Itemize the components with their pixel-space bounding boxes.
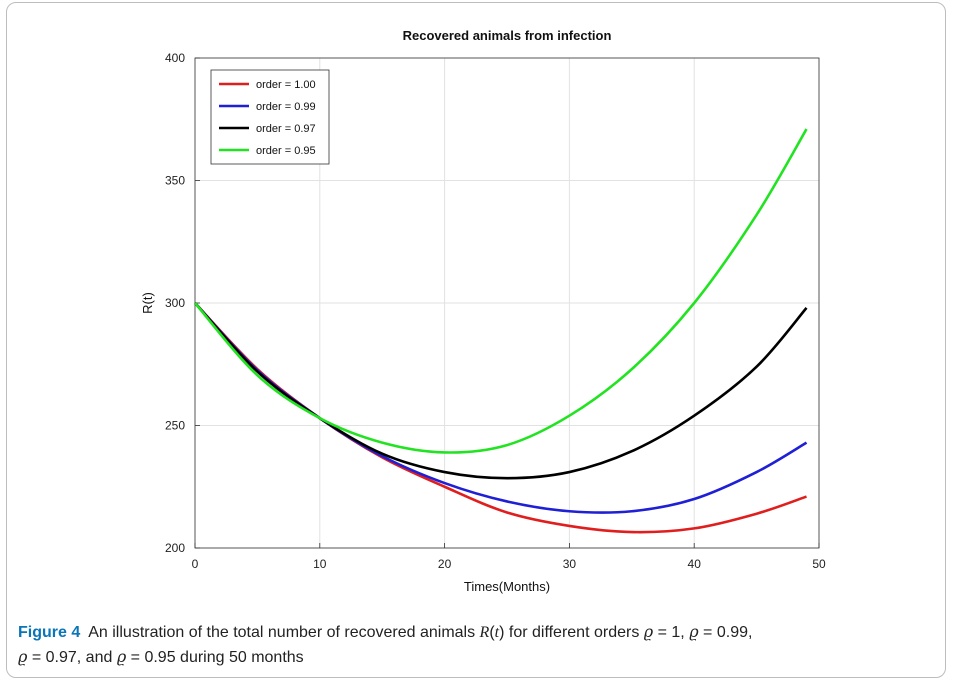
caption-text: for different orders — [504, 624, 644, 641]
y-tick-label: 300 — [165, 296, 185, 310]
figure-caption: Figure 4 An illustration of the total num… — [18, 622, 753, 666]
caption-rho: ϱ — [643, 622, 654, 641]
series-line-order-0-99 — [194, 302, 808, 514]
y-axis-label: R(t) — [140, 292, 155, 314]
caption-r: R — [479, 624, 490, 641]
caption-t: t — [494, 624, 500, 641]
caption-rho: ϱ — [116, 647, 127, 666]
caption-text: = 0.95 during 50 months — [126, 649, 304, 666]
series-line-order-1-00 — [194, 302, 807, 534]
series-line-order-0-95 — [194, 128, 808, 454]
caption-rho: ϱ — [689, 622, 699, 641]
caption-rho: ϱ — [18, 647, 28, 666]
chart-title: Recovered animals from infection — [403, 28, 612, 43]
y-tick-label: 400 — [165, 51, 185, 65]
series-line-order-0-97 — [194, 302, 808, 480]
y-tick-label: 200 — [165, 541, 185, 555]
y-tick-label: 250 — [165, 419, 185, 433]
legend-label: order = 1.00 — [256, 79, 316, 91]
x-tick-label: 30 — [563, 557, 577, 571]
x-tick-label: 50 — [812, 557, 826, 571]
legend-label: order = 0.95 — [256, 145, 316, 157]
caption-label: Figure 4 — [18, 624, 81, 641]
line-chart: 0 10 20 30 40 50 200 250 300 350 400 Recovered ani… — [140, 28, 826, 594]
caption-text: = 1, — [653, 624, 690, 641]
x-axis-label: Times(Months) — [464, 579, 550, 594]
caption-text: = 0.97, and — [27, 649, 117, 666]
legend-label: order = 0.97 — [256, 123, 316, 135]
y-tick-label: 350 — [165, 174, 185, 188]
caption-text: An illustration of the total number of r… — [88, 624, 480, 641]
x-tick-label: 40 — [688, 557, 702, 571]
axis-ticks: 0 10 20 30 40 50 200 250 300 350 400 — [165, 51, 826, 571]
x-tick-label: 20 — [438, 557, 452, 571]
series-lines — [194, 128, 808, 534]
legend: order = 1.00 order = 0.99 order = 0.97 orde… — [210, 69, 330, 165]
figure-frame — [6, 2, 946, 678]
legend-label: order = 0.99 — [256, 101, 316, 113]
caption-text: = 0.99, — [698, 624, 753, 641]
x-tick-label: 10 — [313, 557, 327, 571]
x-tick-label: 0 — [192, 557, 199, 571]
legend-box — [210, 69, 330, 165]
